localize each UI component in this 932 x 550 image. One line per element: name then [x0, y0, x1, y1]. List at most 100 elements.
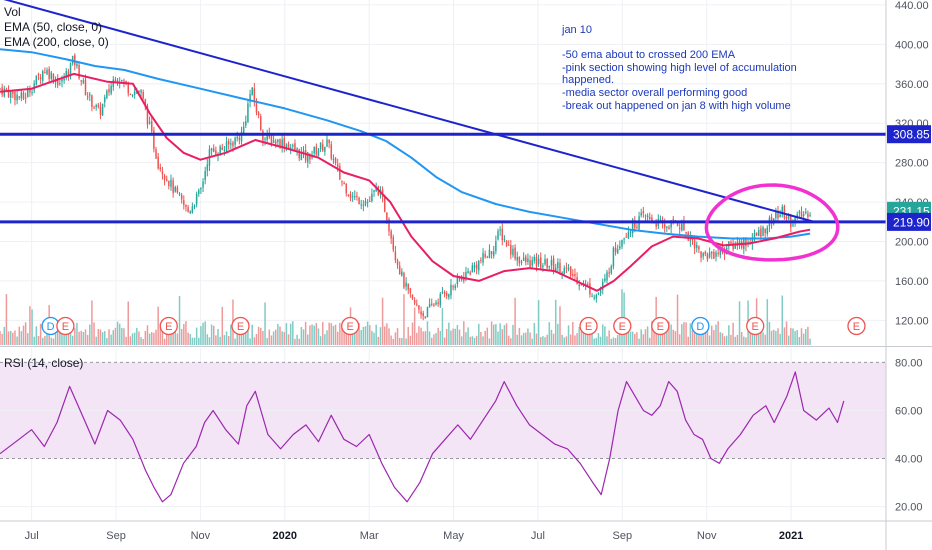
- volume-bar: [103, 331, 106, 345]
- volume-bar: [61, 327, 63, 345]
- volume-bar: [599, 336, 602, 345]
- legend-ema-50[interactable]: EMA (50, close, 0): [4, 20, 103, 34]
- volume-bar: [80, 330, 82, 345]
- candle-body: [18, 96, 20, 98]
- annotation-line: -50 ema about to crossed 200 EMA: [562, 48, 736, 61]
- volume-bar: [631, 331, 634, 345]
- volume-bar: [195, 327, 198, 345]
- volume-bar: [764, 334, 766, 345]
- candle-body: [151, 121, 153, 132]
- candle-body: [332, 158, 335, 160]
- volume-bar: [580, 329, 583, 345]
- candle-body: [142, 91, 144, 99]
- event-badge: [56, 316, 75, 336]
- volume-bar: [161, 327, 164, 345]
- volume-bar: [31, 309, 33, 345]
- candle-body: [189, 211, 191, 214]
- candle-body: [409, 288, 412, 293]
- volume-bar: [129, 336, 132, 345]
- volume-bar: [403, 294, 405, 345]
- candle-body: [140, 90, 142, 93]
- candle-body: [401, 271, 403, 276]
- volume-bar: [439, 330, 442, 345]
- volume-bar: [522, 332, 525, 345]
- candle-body: [683, 221, 685, 231]
- candle-body: [159, 167, 162, 170]
- volume-bar: [236, 333, 238, 345]
- volume-bar: [208, 337, 211, 345]
- volume-bar: [770, 330, 773, 345]
- candle-body: [787, 214, 790, 220]
- event-badge: [159, 316, 178, 336]
- volume-bar: [317, 328, 320, 345]
- candle-body: [484, 254, 486, 258]
- volume-bars: [0, 289, 811, 345]
- candle-body: [334, 157, 337, 164]
- candle-body: [439, 293, 442, 306]
- volume-bar: [738, 301, 741, 345]
- volume-bar: [463, 321, 465, 345]
- candle-body: [548, 266, 551, 268]
- volume-bar: [178, 296, 181, 345]
- volume-bar: [123, 328, 125, 345]
- candle-body: [574, 274, 576, 277]
- time-tick-label: Mar: [360, 530, 379, 542]
- legend-vol[interactable]: Vol: [4, 5, 21, 19]
- volume-bar: [56, 322, 59, 345]
- candle-body: [255, 101, 258, 113]
- candle-body: [672, 218, 675, 220]
- candle-body: [469, 272, 471, 275]
- time-tick-label: Jul: [531, 530, 545, 542]
- time-tick-label: May: [443, 530, 464, 542]
- volume-bar: [717, 321, 719, 345]
- annotation-line: happened.: [562, 74, 614, 87]
- volume-bar: [531, 338, 533, 345]
- candle-body: [475, 264, 478, 269]
- volume-bar: [274, 329, 277, 345]
- volume-bar: [116, 321, 119, 345]
- candle-body: [537, 258, 540, 265]
- earnings-badge-label: E: [237, 321, 244, 333]
- price-tick-label: 280.00: [895, 158, 929, 170]
- volume-bar: [441, 308, 444, 345]
- volume-bar: [743, 336, 745, 345]
- volume-bar: [364, 326, 367, 345]
- earnings-badge-label: E: [752, 321, 759, 333]
- legend-ema-200[interactable]: EMA (200, close, 0): [4, 35, 109, 49]
- candle-body: [204, 171, 206, 181]
- candle-body: [587, 284, 589, 286]
- volume-bar: [369, 325, 371, 345]
- volume-bar: [484, 330, 486, 345]
- volume-bar: [1, 333, 3, 345]
- candle-body: [601, 281, 604, 290]
- candle-body: [63, 78, 65, 81]
- candle-body: [103, 97, 106, 103]
- candle-body: [777, 211, 779, 219]
- volume-bar: [612, 337, 615, 345]
- volume-bar: [206, 334, 209, 345]
- volume-bar: [74, 328, 76, 345]
- volume-bar: [347, 333, 350, 345]
- volume-bar: [693, 332, 696, 345]
- volume-bar: [78, 331, 80, 345]
- volume-bar: [572, 321, 574, 345]
- volume-bar: [420, 327, 422, 345]
- candle-body: [29, 89, 31, 93]
- volume-bar: [428, 331, 431, 345]
- candle-body: [375, 186, 377, 192]
- candle-body: [435, 302, 437, 305]
- candle-body: [116, 80, 119, 83]
- volume-bar: [640, 329, 642, 345]
- volume-bar: [514, 297, 516, 345]
- volume-bar: [723, 336, 726, 345]
- volume-bar: [753, 326, 756, 345]
- volume-bar: [131, 333, 134, 345]
- earnings-badge-label: E: [657, 321, 664, 333]
- volume-bar: [634, 333, 636, 345]
- volume-bar: [82, 331, 85, 345]
- volume-bar: [751, 328, 754, 345]
- legend-rsi[interactable]: RSI (14, close): [4, 356, 84, 370]
- candle-body: [285, 144, 288, 149]
- candle-body: [354, 196, 356, 198]
